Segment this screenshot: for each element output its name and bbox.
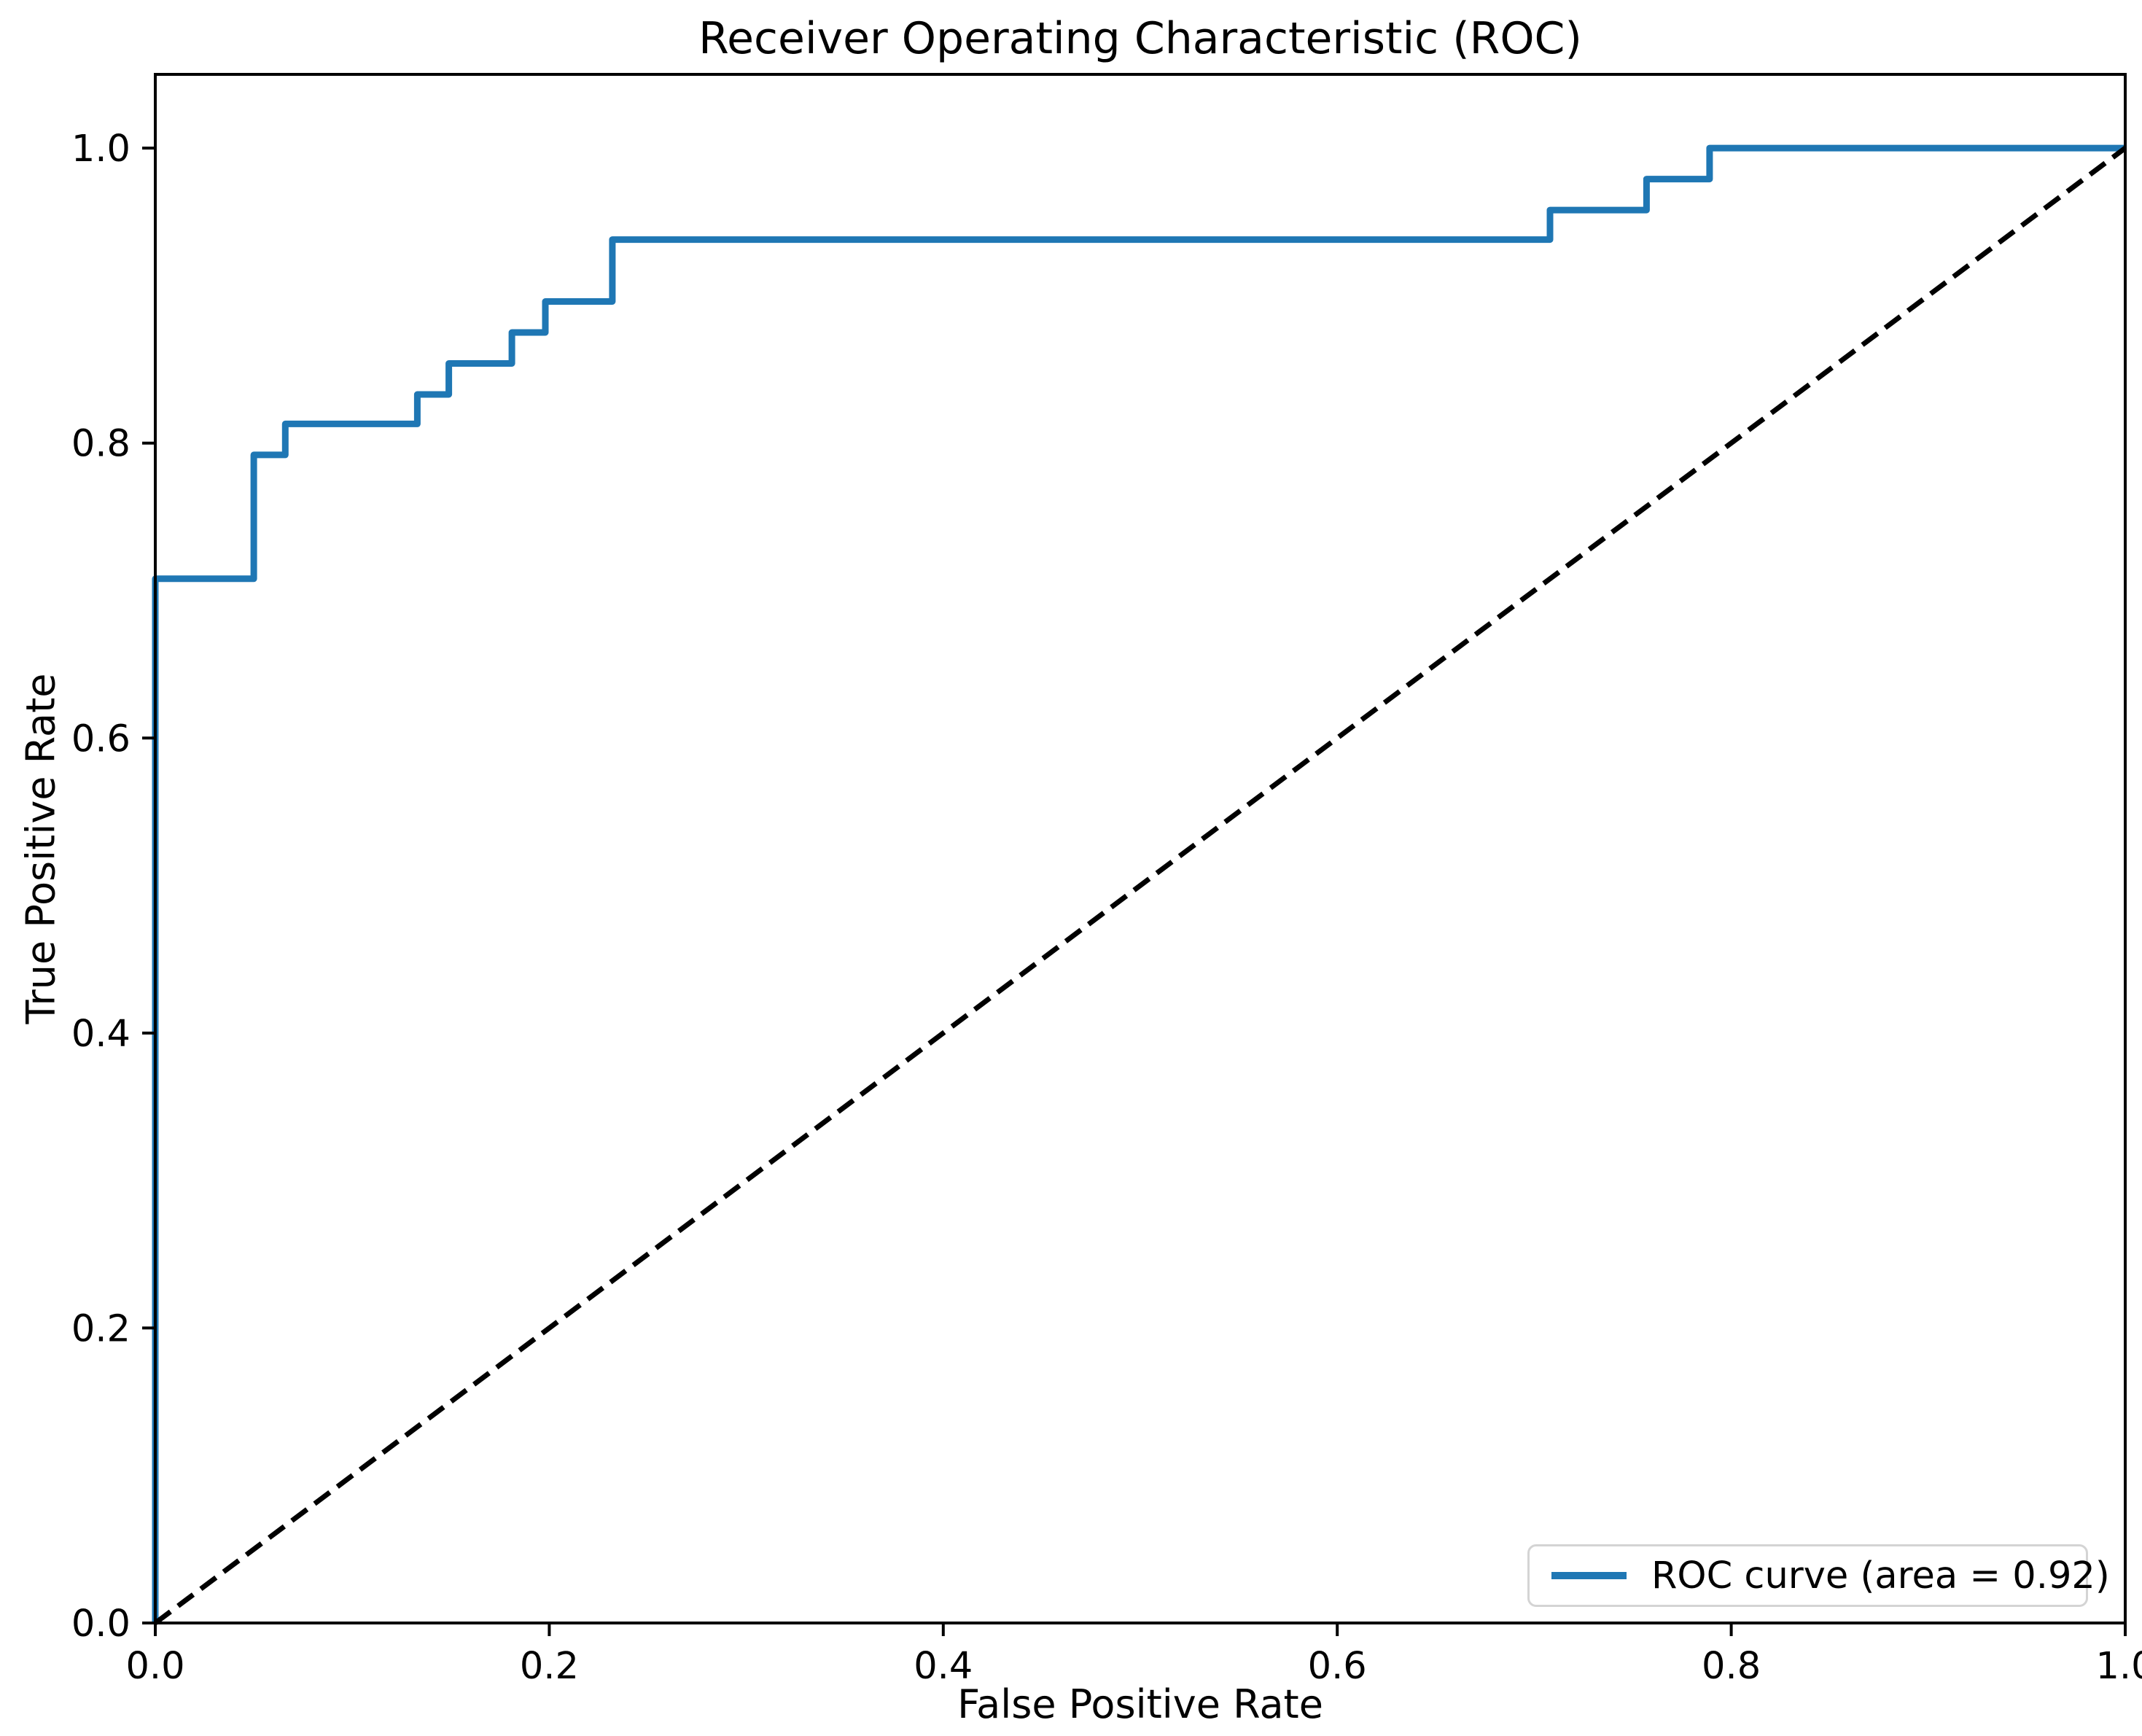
x-axis-tick-label: 0.2	[520, 1645, 579, 1688]
y-axis-label: True Positive Rate	[17, 673, 64, 1024]
legend-label: ROC curve (area = 0.92)	[1651, 1554, 2110, 1597]
y-axis-tick-label: 0.0	[71, 1603, 131, 1646]
chart-title: Receiver Operating Characteristic (ROC)	[698, 13, 1582, 64]
y-axis-tick-label: 0.4	[71, 1013, 131, 1056]
roc-curve-line	[152, 144, 2125, 1623]
x-axis-tick-label: 0.6	[1308, 1645, 1367, 1688]
axes-frame	[154, 73, 2127, 1624]
x-axis-tick-label: 1.0	[2095, 1645, 2142, 1688]
x-axis-tick-label: 0.8	[1702, 1645, 1761, 1688]
y-axis-tick-label: 0.6	[71, 717, 131, 760]
legend-roc-line-sample-icon	[1551, 1572, 1627, 1579]
y-axis-tick-label: 1.0	[71, 128, 131, 171]
x-axis-tick-label: 0.4	[914, 1645, 973, 1688]
legend: ROC curve (area = 0.92)	[1527, 1544, 2110, 1607]
x-axis-tick-label: 0.0	[125, 1645, 184, 1688]
chance-diagonal-line	[153, 146, 2127, 1625]
y-axis-tick-label: 0.8	[71, 423, 131, 466]
y-axis-tick-label: 0.2	[71, 1307, 131, 1350]
x-axis-label: False Positive Rate	[957, 1681, 1323, 1727]
